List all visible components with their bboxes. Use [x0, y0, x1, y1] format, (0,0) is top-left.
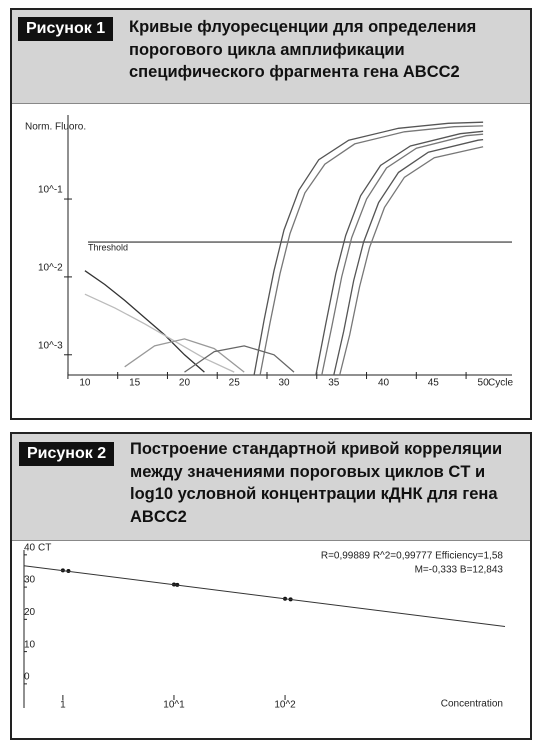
x-tick-label: 10 — [79, 378, 91, 389]
fluorescence-curve — [84, 293, 235, 373]
x-tick-label: 35 — [328, 378, 340, 389]
x-axis-label: Cycle — [488, 378, 513, 389]
fluorescence-curve — [321, 133, 484, 376]
figure-1: Рисунок 1 Кривые флуоресценции для опред… — [10, 8, 532, 420]
fluorescence-curve — [333, 138, 484, 376]
fluorescence-curve — [184, 345, 295, 373]
fluorescence-curve — [315, 130, 484, 376]
fluorescence-curve — [339, 146, 484, 376]
y-tick-label: 30 — [24, 575, 36, 586]
x-tick-label: 50 — [478, 378, 490, 389]
figure-2: Рисунок 2 Построение стандартной кривой … — [10, 432, 532, 740]
figure-header: Рисунок 1 Кривые флуоресценции для опред… — [12, 10, 530, 104]
y-axis-label: CT — [38, 542, 51, 553]
fluorescence-curve — [84, 270, 205, 373]
x-tick-label: 25 — [229, 378, 241, 389]
y-tick-label: 10^-2 — [38, 263, 63, 274]
y-axis-label: Norm. Fluoro. — [25, 122, 86, 133]
x-tick-label: 1 — [60, 700, 66, 711]
x-tick-label: 10^2 — [274, 700, 296, 711]
y-tick-label: 10^-3 — [38, 340, 63, 351]
figure-header: Рисунок 2 Построение стандартной кривой … — [12, 434, 530, 541]
figure-label: Рисунок 2 — [19, 442, 115, 466]
threshold-label: Threshold — [88, 242, 128, 252]
fit-line — [23, 565, 506, 627]
stats-annotation: M=-0,333 B=12,843 — [415, 565, 504, 576]
x-tick-label: 30 — [278, 378, 290, 389]
figure-label: Рисунок 1 — [18, 17, 114, 41]
y-tick-label: 20 — [24, 607, 36, 618]
fluorescence-curve — [259, 125, 484, 376]
figure-title: Кривые флуоресценции для определения пор… — [129, 18, 477, 81]
x-tick-label: 15 — [129, 378, 141, 389]
x-tick-label: 10^1 — [163, 700, 185, 711]
y-tick-label: 10 — [24, 639, 36, 650]
figure-title: Построение стандартной кривой корреляции… — [130, 440, 503, 526]
fluorescence-curve — [124, 338, 245, 373]
y-tick-label: 0 — [24, 672, 30, 683]
x-axis-label: Concentration — [441, 699, 503, 710]
fluorescence-curve — [253, 121, 484, 376]
x-tick-label: 20 — [179, 378, 191, 389]
x-tick-label: 45 — [428, 378, 440, 389]
x-tick-label: 40 — [378, 378, 390, 389]
stats-annotation: R=0,99889 R^2=0,99777 Efficiency=1,58 — [321, 551, 504, 562]
y-tick-label: 10^-1 — [38, 185, 63, 196]
y-tick-label: 40 — [24, 542, 36, 553]
